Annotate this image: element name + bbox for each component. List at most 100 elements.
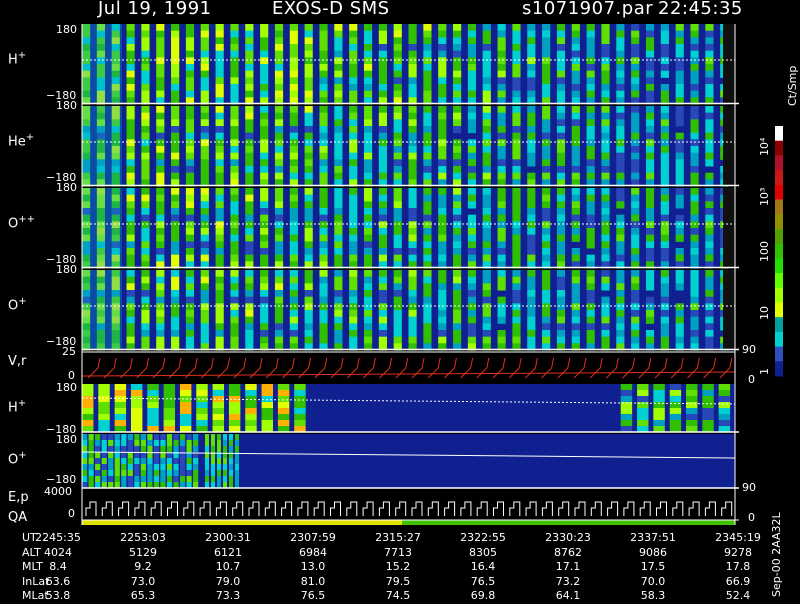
ep-step [493, 501, 504, 516]
vr-sweep [606, 357, 619, 379]
colorbar-tick: 10⁴ [758, 137, 771, 156]
colorbar-segment [775, 170, 783, 186]
vr-sweep [687, 357, 700, 379]
ep-step [330, 501, 341, 516]
ephemeris-value: 17.1 [555, 560, 581, 573]
vr-sweep [589, 357, 603, 379]
qa-bar-green [402, 520, 735, 525]
tick-bottom: −180 [46, 89, 77, 102]
colorbar-segment [775, 140, 783, 156]
ephemeris-value: 66.9 [725, 574, 751, 588]
ep-step [150, 501, 162, 516]
ephemeris-value: 8305 [469, 545, 497, 559]
ephemeris-column: 2330:23 8762 17.1 73.2 64.1 [538, 531, 598, 604]
colorbar-segment [775, 155, 783, 171]
ep-step [297, 501, 309, 516]
ep-step [281, 501, 293, 516]
vr-sweep [541, 357, 555, 379]
panel-h-plus-low-trace [81, 397, 736, 405]
ephemeris-column: 2345:19 9278 17.8 66.9 52.4 [708, 531, 768, 604]
tick-top: 180 [56, 99, 77, 112]
ephemeris-value: 64.1 [555, 589, 581, 602]
colorbar-segment [775, 214, 783, 230]
vr-sweep [444, 357, 457, 379]
ep-step [574, 501, 586, 516]
colorbar-segment [775, 273, 783, 289]
ephemeris-value: 81.0 [300, 574, 326, 588]
vr-sweep [103, 357, 117, 379]
ephemeris-value: 76.5 [300, 589, 326, 602]
ep-step [264, 501, 276, 516]
vr-sweep [120, 357, 133, 379]
ephemeris-value: 74.5 [385, 589, 411, 602]
panel-o-plus-low-trace [81, 451, 736, 459]
ephemeris-value: 2307:59 [290, 531, 336, 544]
ephemeris-value: 17.5 [640, 560, 666, 573]
ephemeris-value: 73.2 [555, 574, 581, 588]
ep-step [558, 501, 570, 516]
ephemeris-value: 5129 [129, 545, 157, 559]
run-label: Sep-00 2AA32L [770, 512, 783, 597]
vr-sweep [460, 357, 474, 379]
ephemeris-value: 2300:31 [205, 531, 251, 544]
ephemeris-value: 79.5 [385, 574, 411, 588]
colorbar-tick: 10³ [758, 187, 771, 206]
ep-step [313, 501, 325, 516]
row-label-alt: ALT [22, 545, 41, 559]
right-tick: 90 [742, 343, 756, 356]
ephemeris-value: 16.4 [470, 560, 496, 573]
ep-step [476, 501, 488, 516]
ephemeris-value: 2322:55 [460, 531, 506, 544]
colorbar-segment [775, 302, 783, 318]
vr-sweep [136, 357, 150, 379]
right-tick: 0 [748, 511, 755, 524]
vr-sweep [492, 357, 506, 379]
ephemeris-value: 8762 [554, 545, 582, 559]
right-tick: 0 [748, 373, 755, 386]
panel-label-o-plus-2: O+ [8, 450, 27, 468]
ephemeris-column: 2337:51 9086 17.5 70.0 58.3 [623, 531, 683, 604]
row-label-ut: UT [22, 531, 37, 544]
panel-label-h-plus-2: H+ [8, 398, 27, 416]
ephemeris-value: 2315:27 [375, 531, 421, 544]
colorbar-segment [775, 184, 783, 201]
ep-step [509, 501, 521, 516]
ephemeris-value: 9278 [724, 545, 752, 559]
panel-label-o-plus: O+ [8, 296, 27, 314]
vr-sweep [87, 357, 101, 379]
ephemeris-column: 2253:03 5129 9.2 73.0 65.3 [113, 531, 173, 604]
vr-sweep [427, 357, 441, 379]
tick-top: 180 [56, 433, 77, 446]
row-label-mlat: MLat [22, 589, 49, 602]
panel-label-he-plus: He+ [8, 132, 35, 150]
colorbar-segment [775, 199, 783, 215]
colorbar-segment [775, 126, 783, 142]
panel-label-h-plus: H+ [8, 50, 27, 68]
ephemeris-column: 2307:59 6984 13.0 81.0 76.5 [283, 531, 343, 604]
vr-sweep [670, 357, 684, 379]
panel-label-vr: V,r [8, 354, 27, 369]
ep-step [656, 501, 667, 516]
instrument-name: EXOS-D SMS [272, 0, 390, 19]
colorbar-tick: 10 [758, 306, 771, 320]
ephemeris-value: 58.3 [640, 589, 666, 602]
tick-top: 25 [62, 345, 76, 358]
ephemeris-value: 73.3 [215, 589, 241, 602]
ep-step [541, 501, 553, 516]
colorbar-tick: 1 [758, 368, 771, 375]
ep-step [444, 501, 456, 516]
ep-step [395, 501, 407, 516]
ep-step [525, 501, 537, 516]
ephemeris-column: 2315:27 7713 15.2 79.5 74.5 [368, 531, 428, 604]
vr-sweep [622, 357, 636, 379]
vr-sweep [201, 357, 214, 379]
ephemeris-column: 2245:35 4024 8.4 63.6 53.8 [28, 531, 88, 604]
colorbar-tick: 100 [758, 241, 771, 262]
vr-sweep [703, 357, 717, 379]
vr-sweep [508, 357, 522, 379]
panel-label-qa: QA [8, 510, 28, 525]
panel-label-ep: E,p [8, 490, 29, 505]
tick-top: 4000 [44, 485, 72, 498]
colorbar-segment [775, 228, 783, 245]
